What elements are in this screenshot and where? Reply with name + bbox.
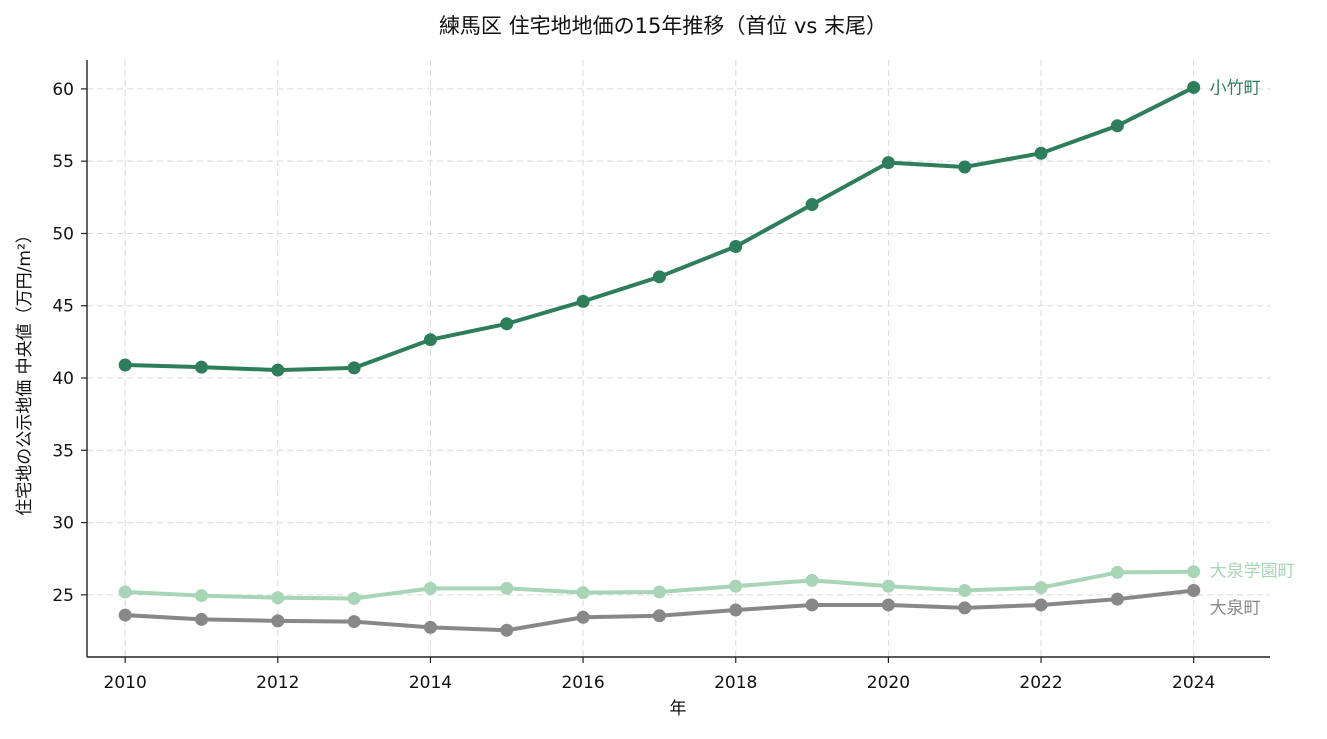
x-axis-title: 年 (670, 699, 687, 719)
data-point (347, 615, 361, 629)
data-point (271, 363, 285, 377)
y-tick-label: 45 (52, 297, 74, 317)
y-tick-label: 55 (52, 152, 74, 172)
data-point (729, 239, 743, 253)
data-point (881, 156, 895, 170)
data-point (500, 581, 514, 595)
data-point (194, 360, 208, 374)
series-end-label: 大泉学園町 (1210, 562, 1295, 582)
data-point (729, 603, 743, 617)
data-point (347, 591, 361, 605)
data-point (1187, 80, 1201, 94)
data-point (347, 361, 361, 375)
data-point (500, 317, 514, 331)
y-tick-label: 25 (52, 586, 74, 606)
series-group (118, 80, 1201, 377)
data-point (500, 623, 514, 637)
data-point (194, 612, 208, 626)
data-point (652, 585, 666, 599)
data-point (958, 601, 972, 615)
x-tick-label: 2020 (867, 673, 910, 693)
data-point (423, 581, 437, 595)
data-point (1110, 565, 1124, 579)
data-point (958, 160, 972, 174)
y-tick-label: 50 (52, 224, 74, 244)
data-point (118, 608, 132, 622)
series-end-label: 大泉町 (1210, 599, 1261, 619)
x-tick-label: 2024 (1172, 673, 1215, 693)
data-point (1187, 584, 1201, 598)
data-point (271, 591, 285, 605)
series-line (123, 85, 1196, 373)
y-tick-label: 30 (52, 514, 74, 534)
data-point (194, 589, 208, 603)
data-point (1034, 146, 1048, 160)
y-axis-title: 住宅地の公示地価 中央値（万円/m²） (15, 226, 35, 516)
series-layer (118, 80, 1201, 637)
x-tick-label: 2022 (1019, 673, 1062, 693)
data-point (729, 579, 743, 593)
axes-layer (86, 60, 1270, 658)
data-point (652, 270, 666, 284)
chart-title: 練馬区 住宅地地価の15年推移（首位 vs 末尾） (439, 14, 887, 38)
data-point (576, 294, 590, 308)
x-tick-label: 2014 (409, 673, 452, 693)
data-point (271, 614, 285, 628)
data-point (652, 609, 666, 623)
data-point (1034, 598, 1048, 612)
data-point (805, 198, 819, 212)
data-point (423, 333, 437, 347)
data-point (805, 598, 819, 612)
data-point (576, 610, 590, 624)
series-group (118, 565, 1201, 605)
series-end-label: 小竹町 (1210, 78, 1261, 98)
x-tick-label: 2018 (714, 673, 757, 693)
data-point (576, 586, 590, 600)
data-point (958, 584, 972, 598)
data-point (118, 358, 132, 372)
data-point (881, 579, 895, 593)
grid-layer (87, 60, 1270, 657)
x-tick-label: 2012 (256, 673, 299, 693)
data-point (881, 598, 895, 612)
x-tick-label: 2016 (561, 673, 604, 693)
y-tick-label: 40 (52, 369, 74, 389)
data-point (1034, 581, 1048, 595)
data-point (423, 620, 437, 634)
data-point (118, 585, 132, 599)
series-group (118, 584, 1201, 637)
x-tick-label: 2010 (104, 673, 147, 693)
ticks-layer: 2010 2012 2014 2016 2018 2020 2022 2024 25 30 35 40… (52, 80, 1215, 693)
data-point (1110, 119, 1124, 133)
data-point (1110, 592, 1124, 606)
y-tick-label: 35 (52, 441, 74, 461)
y-tick-label: 60 (52, 80, 74, 100)
data-point (1187, 565, 1201, 579)
data-point (805, 573, 819, 587)
